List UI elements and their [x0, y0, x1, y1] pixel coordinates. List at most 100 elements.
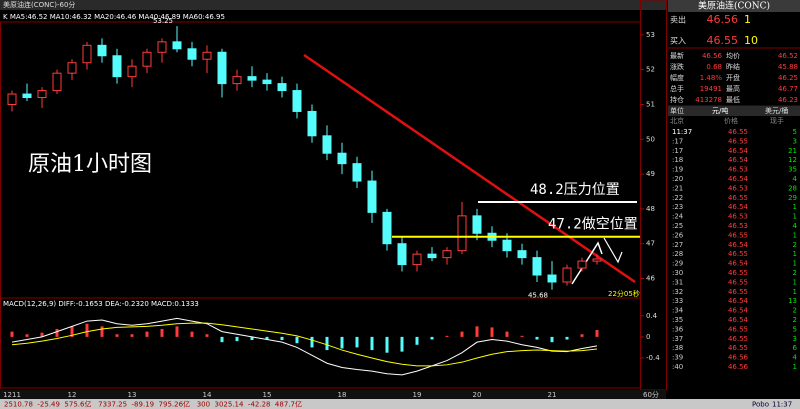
- panel-cell: 46.56: [702, 52, 723, 60]
- panel-cell: 46.54: [728, 241, 749, 249]
- panel-cell: 46.54: [728, 156, 749, 164]
- panel-cell: 现手: [770, 116, 784, 125]
- panel-cell: 46.53: [728, 213, 748, 221]
- panel-cell: 46.55: [728, 335, 748, 343]
- panel-cell: 46.55: [728, 278, 748, 286]
- panel-cell: 413278: [695, 96, 722, 104]
- panel-cell: :17: [672, 137, 683, 145]
- panel-cell: 1: [793, 231, 797, 239]
- candle-body: [97, 44, 107, 57]
- panel-cell: 29: [788, 194, 797, 202]
- candle-body: [352, 163, 362, 182]
- panel-cell: 北京: [670, 116, 684, 125]
- candle-body: [502, 239, 512, 252]
- candle-body: [202, 51, 212, 60]
- panel-cell: :21: [672, 184, 683, 192]
- candle-body: [217, 51, 227, 85]
- candle-body: [547, 274, 557, 283]
- candle-body: [112, 55, 122, 78]
- panel-cell: 46.52: [778, 52, 798, 60]
- candle-body: [52, 72, 62, 92]
- panel-cell: :18: [672, 156, 683, 164]
- panel-cell: 46.55: [728, 128, 748, 136]
- panel-cell: :24: [672, 213, 684, 221]
- candle-body: [247, 76, 257, 81]
- panel-cell: 元/吨: [712, 106, 728, 115]
- arrow: [603, 237, 623, 264]
- macd-tick-label: -0.4: [646, 354, 660, 362]
- candle-body: [457, 215, 467, 252]
- candle-body: [7, 93, 17, 105]
- panel-cell: 21: [788, 147, 797, 155]
- panel-cell: :30: [672, 269, 683, 277]
- panel-cell: :29: [672, 260, 683, 268]
- arrow: [571, 241, 603, 285]
- panel-cell: 46.54: [728, 147, 749, 155]
- panel-cell: 0.68: [706, 63, 722, 71]
- panel-cell: 买入: [670, 37, 686, 46]
- panel-cell: :28: [672, 250, 683, 258]
- candle-body: [82, 44, 92, 64]
- panel-cell: 最低: [726, 95, 740, 104]
- candle-body: [307, 110, 317, 137]
- y-tick-label: 53: [646, 31, 655, 39]
- x-tick-label: 15: [263, 391, 272, 399]
- panel-cell: 4: [793, 222, 798, 230]
- y-tick-label: 50: [646, 135, 655, 143]
- panel-cell: 46.55: [728, 137, 748, 145]
- panel-cell: 涨跌: [670, 62, 684, 71]
- candle-body: [397, 243, 407, 266]
- panel-cell: 1: [793, 250, 797, 258]
- panel-cell: 持仓: [670, 95, 684, 104]
- panel-cell: :19: [672, 166, 683, 174]
- x-tick-label: 18: [338, 391, 347, 399]
- panel-cell: 开盘: [726, 73, 740, 82]
- panel-cell: 均价: [726, 51, 740, 60]
- ticker: 2510.78 -25.49 575.6亿 7337.25 -89.19 795…: [4, 400, 302, 409]
- candle-body: [532, 257, 542, 276]
- x-tick-label: 19: [413, 391, 422, 399]
- low-label: 45.68: [528, 292, 548, 300]
- panel-cell: :34: [672, 307, 684, 315]
- panel-cell: 46.55: [728, 288, 748, 296]
- panel-cell: 幅度: [670, 73, 684, 82]
- candle-body: [412, 253, 422, 266]
- panel-cell: :33: [672, 297, 683, 305]
- panel-cell: 卖出: [670, 15, 686, 25]
- window-title: 美原油连(CONC)-60分: [3, 0, 75, 9]
- ma-legend: K MA5:46.52 MA10:46.32 MA20:46.46 MA40:4…: [3, 13, 225, 21]
- panel-cell: 46.56: [707, 13, 739, 26]
- x-tick-label: 21: [548, 391, 557, 399]
- panel-cell: 3: [793, 137, 797, 145]
- panel-cell: 1: [793, 203, 797, 211]
- panel-cell: :22: [672, 194, 683, 202]
- panel-cell: 46.56: [728, 363, 749, 371]
- panel-cell: 46.77: [778, 85, 798, 93]
- candle-body: [67, 62, 77, 74]
- panel-cell: 美元/桶: [765, 106, 788, 115]
- x-tick-label: 13: [128, 391, 137, 399]
- panel-cell: 1: [793, 363, 797, 371]
- panel-cell: 46.53: [728, 184, 748, 192]
- panel-cell: 46.53: [728, 166, 748, 174]
- panel-cell: 28: [788, 184, 797, 192]
- panel-cell: 46.55: [707, 34, 739, 47]
- panel-header: [668, 0, 800, 12]
- y-tick-label: 46: [646, 275, 655, 283]
- panel-cell: 1: [793, 213, 797, 221]
- candle-body: [592, 258, 602, 262]
- y-tick-label: 48: [646, 205, 655, 213]
- panel-cell: 46.25: [778, 74, 798, 82]
- date-bar: [0, 390, 666, 399]
- panel-cell: :20: [672, 175, 683, 183]
- panel-cell: 19491: [700, 85, 722, 93]
- panel-cell: 11:37: [672, 128, 692, 136]
- candle-body: [172, 41, 182, 50]
- candle-body: [232, 76, 242, 85]
- ticker-bar: [0, 399, 800, 409]
- level-label: 47.2做空位置: [548, 217, 638, 233]
- panel-cell: 最新: [670, 51, 684, 60]
- panel-cell: 46.23: [778, 96, 798, 104]
- x-tick-label: 12: [68, 391, 77, 399]
